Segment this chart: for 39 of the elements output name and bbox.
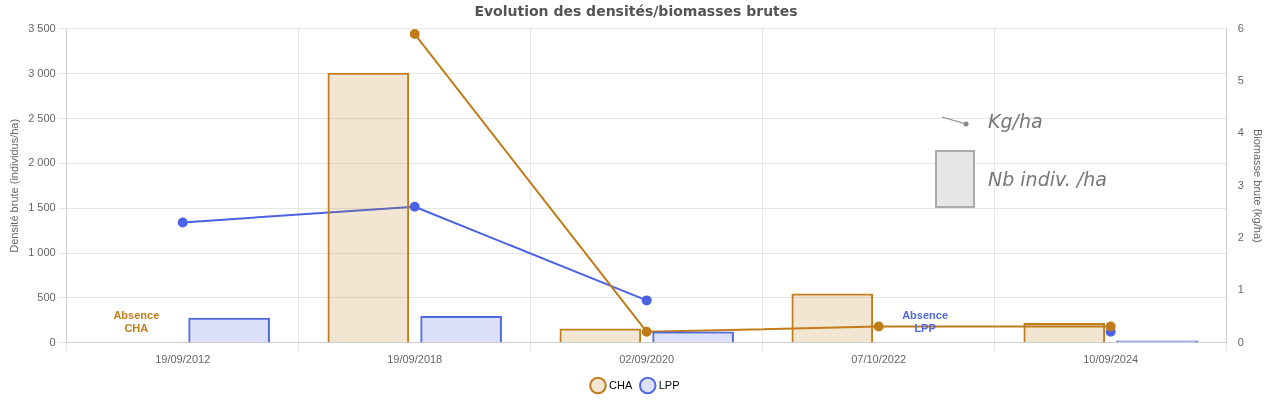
y-tick-label: 2 000 [28, 156, 56, 169]
bar [652, 331, 734, 343]
point [409, 29, 420, 40]
annotation: Nb indiv. /ha [988, 168, 1107, 190]
y-tick-label: 1 500 [28, 201, 56, 214]
chart-title: Evolution des densités/biomasses brutes [474, 3, 798, 20]
y2-tick-label: 4 [1237, 126, 1244, 139]
y2-tick-label: 5 [1237, 74, 1244, 87]
legend-label: CHA [608, 378, 633, 391]
point [177, 217, 188, 228]
bar [420, 315, 502, 343]
y2-axis-title: Biomasse brute (kg/ha) [1252, 128, 1265, 243]
y-tick-label: 1 000 [28, 246, 56, 259]
y2-tick-label: 1 [1237, 283, 1244, 296]
point [641, 326, 652, 337]
point [641, 295, 652, 306]
y-tick-label: 0 [49, 335, 56, 348]
x-tick-label: 02/09/2020 [619, 353, 675, 366]
y2-tick-label: 0 [1237, 335, 1244, 348]
x-tick-label: 19/09/2018 [387, 353, 443, 366]
bar [327, 72, 410, 343]
x-tick-label: 07/10/2022 [851, 353, 907, 366]
x-tick-label: 19/09/2012 [155, 353, 211, 366]
annotation: Absence CHA [113, 308, 160, 334]
y2-tick-label: 6 [1237, 21, 1244, 34]
x-tick-label: 10/09/2024 [1083, 353, 1139, 366]
y2-tick-label: 3 [1237, 178, 1244, 191]
y-tick-label: 3 000 [28, 66, 56, 79]
legend-label: LPP [658, 378, 680, 391]
point [873, 321, 884, 332]
annotation: Kg/ha [988, 110, 1043, 132]
point [1105, 321, 1116, 332]
point [409, 201, 420, 212]
y2-tick-label: 2 [1237, 231, 1244, 244]
bar [188, 317, 270, 343]
y-tick-label: 2 500 [28, 111, 56, 124]
y-tick-label: 500 [37, 290, 56, 303]
y-axis-title: Densité brute (individus/ha) [7, 118, 20, 253]
y-tick-label: 3 500 [28, 21, 56, 34]
